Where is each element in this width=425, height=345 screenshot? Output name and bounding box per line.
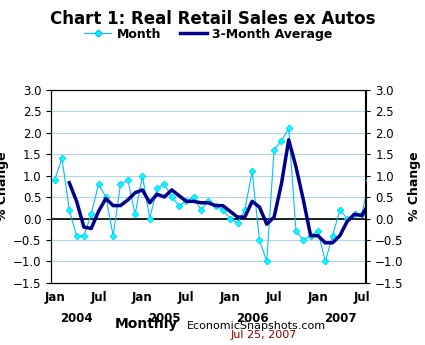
Y-axis label: % Change: % Change	[0, 151, 8, 221]
Text: 2004: 2004	[60, 312, 93, 325]
Legend: Month, 3-Month Average: Month, 3-Month Average	[79, 22, 337, 46]
Text: EconomicSnapshots.com: EconomicSnapshots.com	[187, 321, 326, 331]
Y-axis label: % Change: % Change	[408, 151, 421, 221]
Text: 2005: 2005	[148, 312, 181, 325]
Text: 2007: 2007	[324, 312, 356, 325]
Text: Jul 25, 2007: Jul 25, 2007	[230, 330, 297, 340]
Text: Chart 1: Real Retail Sales ex Autos: Chart 1: Real Retail Sales ex Autos	[50, 10, 375, 28]
Text: Monthly: Monthly	[115, 317, 178, 331]
Text: 2006: 2006	[236, 312, 269, 325]
